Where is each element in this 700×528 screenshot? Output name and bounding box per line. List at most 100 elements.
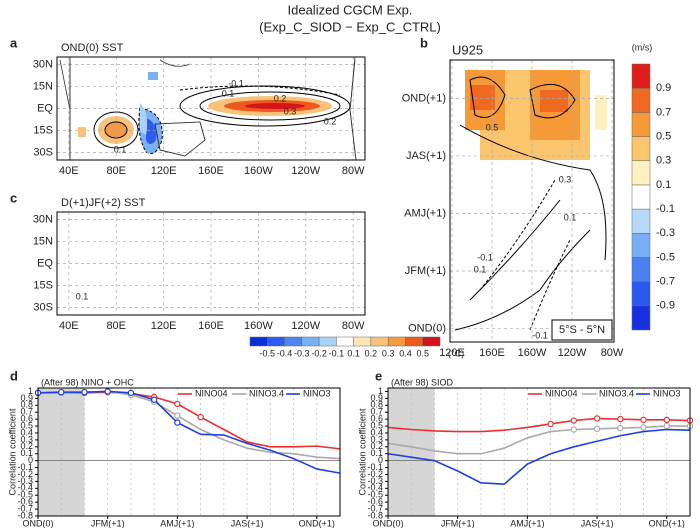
y-tick-label: 30N — [33, 213, 53, 225]
series-line — [37, 390, 341, 474]
colorbar-box — [631, 63, 651, 89]
y-tick-label: 15S — [33, 279, 53, 291]
colorbar-box — [370, 336, 389, 347]
x-tick-label: JAS(+1) — [581, 518, 614, 528]
colorbar-label: -0.9 — [656, 300, 675, 312]
panel-title: D(+1)JF(+2) SST — [61, 197, 146, 209]
colorbar-label: -0.2 — [311, 348, 327, 358]
y-tick-label: EQ — [37, 102, 53, 114]
marker — [593, 425, 601, 433]
y-tick-label: 0.5 — [370, 420, 383, 430]
colorbar-box — [353, 336, 372, 347]
contour-label: 0.1 — [222, 88, 235, 98]
contour-label: 0.2 — [324, 116, 337, 126]
colorbar-label: 0.1 — [656, 179, 671, 191]
colorbar-label: -0.3 — [294, 348, 310, 358]
y-tick-label: 0.7 — [20, 407, 33, 417]
colorbar-box — [631, 112, 651, 137]
y-tick-label: -0.5 — [17, 490, 33, 500]
panel-label: b — [420, 35, 428, 50]
x-tick-label: 80E — [106, 320, 126, 332]
marker — [640, 416, 647, 424]
x-tick-label: 160W — [244, 320, 273, 332]
y-tick-label: -0.3 — [367, 476, 383, 486]
y-tick-label: 1 — [28, 386, 33, 396]
colorbar-label: 0.2 — [365, 348, 378, 358]
colorbar-box — [631, 184, 651, 210]
y-tick-label: OND(0) — [408, 322, 446, 334]
y-tick-label: -0.4 — [17, 483, 33, 493]
y-tick-label: 0.4 — [370, 427, 383, 437]
y-tick-label: 30N — [33, 58, 53, 70]
legend-label: NINO04 — [195, 388, 228, 398]
colorbar-box — [631, 160, 651, 186]
x-tick-label: 80W — [601, 347, 624, 359]
y-tick-label: 0.8 — [20, 400, 33, 410]
frame — [56, 211, 366, 316]
y-tick-label: -0.4 — [367, 483, 383, 493]
y-tick-label: 0 — [28, 455, 33, 465]
colorbar-box — [318, 336, 337, 347]
contour-label: 0.3 — [284, 106, 297, 116]
marker — [150, 396, 158, 403]
y-tick-label: 0.7 — [370, 407, 383, 417]
y-tick-label: 0 — [378, 455, 383, 465]
panel-label: e — [375, 368, 382, 383]
colorbar-box — [405, 336, 423, 347]
shaded-period — [388, 388, 435, 516]
contour-label: 0.5 — [486, 122, 499, 132]
contour-label: 0.1 — [76, 291, 89, 301]
x-tick-label: 160E — [198, 320, 224, 332]
contour-label: 0.2 — [274, 93, 287, 103]
colorbar-label: 0.9 — [656, 82, 671, 94]
y-tick-label: -0.5 — [367, 490, 383, 500]
frame — [449, 59, 615, 343]
y-tick-label: -0.2 — [367, 469, 383, 479]
x-tick-label: AMJ(+1) — [160, 518, 194, 528]
colorbar-box — [267, 336, 285, 347]
colorbar-box — [631, 233, 651, 258]
colorbar-box — [631, 305, 651, 331]
x-tick-label: 120E — [151, 320, 177, 332]
panel-label: d — [10, 368, 18, 383]
y-tick-label: EQ — [37, 257, 53, 269]
series-line — [387, 417, 691, 433]
x-tick-label: JFM(+1) — [91, 518, 125, 528]
y-tick-label: -0.8 — [17, 510, 33, 520]
marker — [81, 388, 88, 396]
y-tick-label: 0.3 — [370, 434, 383, 444]
y-tick-label: 0.6 — [20, 414, 33, 424]
colorbar-label: 0.1 — [347, 348, 360, 358]
colorbar-box — [387, 336, 406, 347]
x-tick-label: 80E — [106, 165, 126, 177]
colorbar-label: 0.4 — [399, 348, 412, 358]
y-tick-label: -0.6 — [17, 497, 33, 507]
y-tick-label: -0.7 — [17, 503, 33, 513]
contour-label: 0.3 — [559, 174, 572, 184]
colorbar-label: 0.7 — [656, 106, 671, 118]
series-line — [387, 428, 691, 485]
colorbar-box — [249, 336, 268, 347]
marker — [593, 415, 601, 422]
x-tick-label: 80W — [342, 320, 365, 332]
y-tick-label: 15N — [33, 80, 53, 92]
marker — [104, 388, 111, 395]
panel-title: U925 — [452, 42, 483, 57]
y-axis-label: Correlation coefficient — [7, 408, 17, 495]
colorbar-box — [631, 257, 651, 282]
marker — [58, 388, 65, 396]
frame — [56, 56, 366, 161]
panel-title: (After 98) SIOD — [391, 377, 454, 387]
y-tick-label: 0.3 — [20, 434, 33, 444]
x-tick-label: 120W — [291, 165, 320, 177]
map-c-shading — [69, 56, 357, 161]
contour-label: 0.1 — [564, 212, 577, 222]
colorbar-box — [301, 336, 320, 347]
y-tick-label: -0.2 — [17, 469, 33, 479]
colorbar-label: 0.5 — [656, 130, 671, 142]
y-tick-label: -0.8 — [367, 510, 383, 520]
x-tick-label: OND(+1) — [649, 518, 685, 528]
marker — [663, 416, 670, 424]
y-tick-label: -0.7 — [367, 503, 383, 513]
frame — [37, 387, 341, 517]
